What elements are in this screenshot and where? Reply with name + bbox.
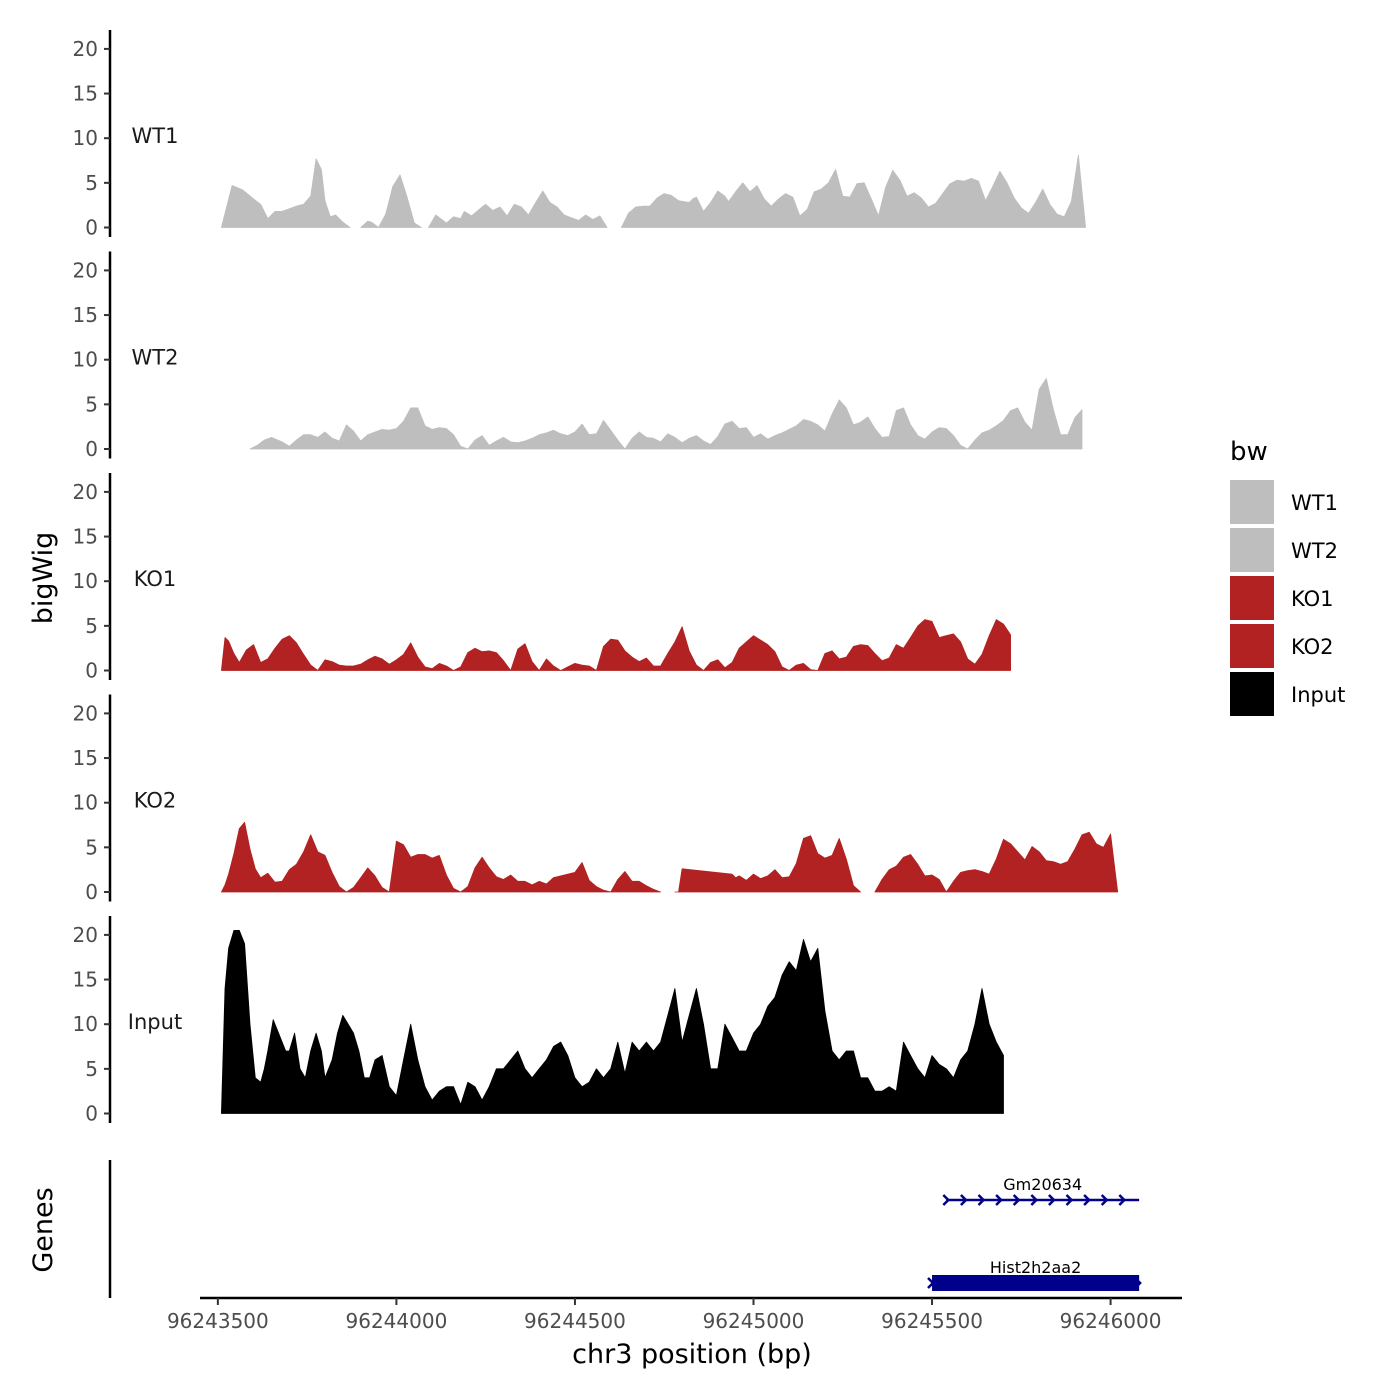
x-tick-label: 96244000 (346, 1309, 448, 1333)
strand-arrow (1030, 1194, 1039, 1206)
track-ko2: 0 5 10 15 20 KO2 (73, 694, 1119, 904)
strand-arrow (1048, 1194, 1056, 1206)
legend-label: KO2 (1291, 635, 1334, 659)
legend-swatch (1230, 480, 1274, 524)
y-tick-label: 0 (85, 437, 98, 461)
y-tick-label: 20 (73, 701, 98, 725)
track-ko1: 0 5 10 15 20 KO1 (73, 473, 1011, 683)
legend-swatch (1230, 576, 1274, 620)
y-tick-label: 10 (73, 348, 98, 372)
x-tick-label: 96243500 (167, 1309, 269, 1333)
legend: bw WT1 WT2 KO1 KO2 Input (1230, 437, 1345, 716)
x-tick-label: 96245000 (703, 1309, 805, 1333)
legend-swatch (1230, 528, 1274, 572)
track-input: 0 5 10 15 20 Input (73, 916, 1004, 1126)
genes-panel: Gm20634 Hist2h2aa2 (108, 1160, 1142, 1298)
y-tick-label: 20 (73, 37, 98, 61)
strand-arrow (1083, 1194, 1091, 1206)
legend-swatch (1230, 624, 1274, 668)
y-tick-label: 5 (85, 835, 98, 859)
coverage-area (221, 619, 1011, 671)
strand-arrow (927, 1277, 935, 1289)
track-label: WT1 (132, 124, 179, 148)
legend-entry-wt2: WT2 (1230, 528, 1338, 572)
legend-entry-input: Input (1230, 672, 1345, 716)
strand-arrow (995, 1194, 1003, 1206)
y-tick-label: 0 (85, 659, 98, 683)
track-label: KO1 (134, 567, 177, 591)
y-tick-label: 10 (73, 569, 98, 593)
track-wt2: 0 5 10 15 20 WT2 (73, 251, 1083, 461)
y-tick-label: 10 (73, 126, 98, 150)
y-tick-label: 15 (73, 746, 98, 770)
coverage-area (360, 174, 422, 228)
y-tick-label: 20 (73, 258, 98, 282)
y-tick-label: 20 (73, 923, 98, 947)
coverage-area (221, 158, 351, 228)
gene-hist2h2aa2: Hist2h2aa2 (927, 1258, 1142, 1291)
strand-arrow (1065, 1194, 1074, 1206)
x-tick-label: 96244500 (524, 1309, 626, 1333)
coverage-area (674, 835, 861, 893)
coverage-area (221, 930, 1004, 1114)
strand-arrow (1134, 1277, 1142, 1289)
coverage-area (621, 154, 1086, 228)
x-axis: 96243500 96244000 96244500 96245000 96245500… (167, 1296, 1182, 1333)
legend-label: WT1 (1291, 491, 1338, 515)
y-tick-label: 0 (85, 880, 98, 904)
strand-arrow (1100, 1194, 1109, 1206)
y-tick-label: 15 (73, 82, 98, 106)
y-tick-label: 10 (73, 791, 98, 815)
y-tick-label: 10 (73, 1012, 98, 1036)
gene-exon (932, 1275, 1140, 1291)
gene-gm20634: Gm20634 (942, 1175, 1140, 1206)
strand-arrow (960, 1194, 968, 1206)
track-label: WT2 (132, 346, 179, 370)
y-tick-label: 15 (73, 525, 98, 549)
y-tick-label: 5 (85, 171, 98, 195)
x-tick-label: 96246000 (1060, 1309, 1162, 1333)
legend-entry-wt1: WT1 (1230, 480, 1338, 524)
x-axis-title: chr3 position (bp) (572, 1339, 812, 1370)
gene-label: Hist2h2aa2 (990, 1258, 1081, 1277)
coverage-area (428, 190, 608, 228)
y-tick-label: 5 (85, 614, 98, 638)
y-tick-label: 15 (73, 303, 98, 327)
track-label: KO2 (134, 789, 177, 813)
legend-entry-ko1: KO1 (1230, 576, 1334, 620)
y-tick-label: 5 (85, 392, 98, 416)
gene-label: Gm20634 (1003, 1175, 1082, 1194)
y-tick-label: 20 (73, 480, 98, 504)
y-tick-label: 0 (85, 1102, 98, 1126)
legend-title: bw (1230, 437, 1268, 467)
legend-label: WT2 (1291, 539, 1338, 563)
y-tick-label: 15 (73, 968, 98, 992)
y-tick-label: 5 (85, 1057, 98, 1081)
genes-axis-title: Genes (28, 1187, 59, 1272)
y-tick-label: 0 (85, 216, 98, 240)
strand-arrow (1012, 1194, 1021, 1206)
strand-arrow (1118, 1194, 1127, 1206)
coverage-area (221, 821, 661, 893)
coverage-area (249, 378, 1083, 450)
legend-label: KO1 (1291, 587, 1334, 611)
track-wt1: 0 5 10 15 20 WT1 (73, 30, 1086, 240)
x-tick-label: 96245500 (881, 1309, 983, 1333)
legend-swatch (1230, 672, 1274, 716)
y-axis-title: bigWig (28, 532, 59, 625)
coverage-tracks: 0 5 10 15 20 WT1 0 5 10 15 20 WT2 0 5 10 15 20 KO1 0 5 10 15 2… (73, 30, 1119, 1126)
track-label: Input (128, 1010, 182, 1034)
legend-entry-ko2: KO2 (1230, 624, 1334, 668)
strand-arrow (977, 1194, 986, 1206)
strand-arrow (942, 1194, 951, 1206)
legend-label: Input (1291, 683, 1345, 707)
coverage-area (874, 831, 1119, 893)
